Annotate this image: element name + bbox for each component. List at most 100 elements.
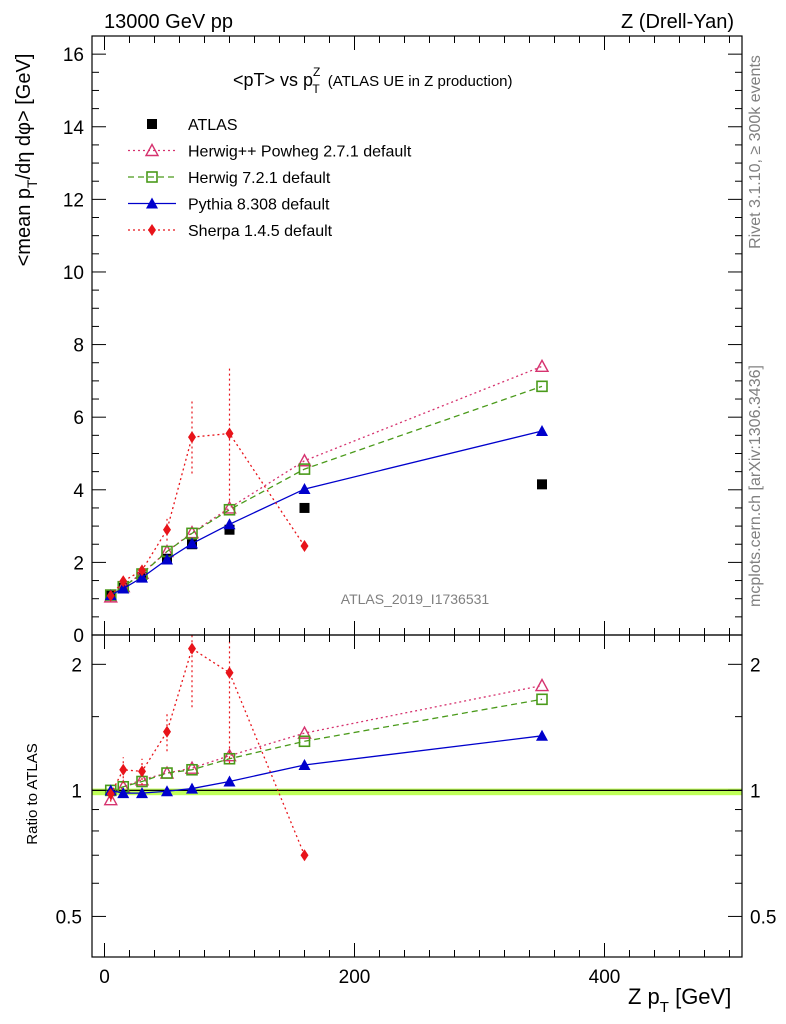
main-point-atlas — [224, 524, 235, 535]
main-point-atlas — [537, 479, 547, 490]
ratio-point-sherpa-1-4-5-default — [138, 765, 146, 778]
ratio-point-sherpa-1-4-5-default — [225, 666, 234, 679]
legend-marker-sherpa-1-4-5-default — [148, 224, 156, 236]
main-ytick-label: 16 — [63, 45, 84, 66]
legend-marker-herwig-7-2-1-default — [146, 171, 158, 183]
header-right: Z (Drell-Yan) — [621, 11, 734, 33]
plot-title-tail: (ATLAS UE in Z production) — [328, 73, 513, 90]
main-point-herwig-7-2-1-default — [223, 503, 236, 516]
ratio-panel — [92, 635, 742, 862]
ratio-point-sherpa-1-4-5-default — [119, 763, 128, 776]
legend-marker-pythia-8-308-default — [146, 197, 158, 209]
main-point-pythia-8-308-default — [186, 537, 198, 549]
main-point-pythia-8-308-default — [223, 518, 236, 530]
main-point-sherpa-1-4-5-default — [138, 564, 146, 577]
x-axis-label: Z pT [GeV] — [628, 984, 731, 1016]
ratio-point-sherpa-1-4-5-default — [163, 725, 171, 738]
main-point-sherpa-1-4-5-default — [163, 523, 171, 536]
main-point-atlas — [299, 502, 310, 513]
main-point-herwig-7-2-1-default — [536, 380, 548, 393]
ratio-point-herwig-7-2-1-default — [298, 735, 311, 748]
legend-label-sherpa-1-4-5-default: Sherpa 1.4.5 default — [188, 223, 333, 240]
main-ytick-label: 4 — [73, 481, 84, 502]
main-line-pythia-8-308-default — [110, 430, 543, 596]
ratio-point-pythia-8-308-default — [536, 729, 548, 741]
ratio-ytick-label-left: 0.5 — [56, 907, 82, 928]
ratio-line-sherpa-1-4-5-default — [110, 647, 306, 856]
plot-title-main: <pT> vs p — [233, 70, 313, 90]
main-point-sherpa-1-4-5-default — [106, 589, 115, 602]
ratio-point-herwig-powheg-2-7-1-default — [534, 678, 550, 692]
main-ytick-label: 2 — [73, 553, 84, 574]
ratio-point-herwig-7-2-1-default — [536, 693, 548, 706]
main-ytick-label: 6 — [73, 408, 84, 429]
ratio-point-herwig-7-2-1-default — [161, 767, 173, 779]
ratio-reference-band — [92, 788, 742, 796]
main-ytick-label: 0 — [73, 626, 84, 647]
ratio-point-herwig-powheg-2-7-1-default — [103, 792, 118, 806]
main-ytick-label: 12 — [63, 190, 84, 211]
ratio-line-herwig-powheg-2-7-1-default — [110, 684, 543, 801]
analysis-watermark: ATLAS_2019_I1736531 — [341, 591, 490, 607]
ratio-ytick-label-right: 2 — [750, 655, 761, 676]
legend-label-pythia-8-308-default: Pythia 8.308 default — [188, 197, 330, 214]
rivet-label: Rivet 3.1.10, ≥ 300k events — [747, 55, 764, 249]
ratio-point-herwig-powheg-2-7-1-default — [297, 725, 312, 739]
main-point-pythia-8-308-default — [298, 483, 311, 495]
main-line-herwig-7-2-1-default — [110, 385, 543, 596]
main-point-pythia-8-308-default — [117, 582, 130, 594]
ratio-line-pythia-8-308-default — [110, 735, 543, 794]
ratio-point-herwig-powheg-2-7-1-default — [184, 760, 200, 774]
ratio-ylabel: Ratio to ATLAS — [24, 743, 41, 844]
main-point-sherpa-1-4-5-default — [300, 540, 309, 553]
main-panel — [103, 358, 550, 603]
main-point-herwig-powheg-2-7-1-default — [297, 453, 312, 467]
ratio-point-pythia-8-308-default — [186, 782, 198, 794]
xtick-label: 200 — [339, 967, 371, 988]
plot-title: <pT> vs pZ T (ATLAS UE in Z production) — [233, 65, 513, 96]
ratio-point-herwig-7-2-1-default — [186, 763, 198, 776]
main-ytick-label: 14 — [63, 118, 85, 139]
xtick-label: 400 — [589, 967, 621, 988]
main-point-sherpa-1-4-5-default — [119, 575, 128, 588]
ratio-point-pythia-8-308-default — [117, 787, 130, 799]
ratio-ytick-label-right: 1 — [750, 781, 761, 802]
legend-label-herwig-powheg-2-7-1-default: Herwig++ Powheg 2.7.1 default — [188, 144, 412, 161]
ratio-ytick-label-left: 2 — [71, 655, 82, 676]
ratio-ytick-label-left: 1 — [71, 781, 82, 802]
main-line-herwig-powheg-2-7-1-default — [110, 365, 543, 598]
main-ylabel: <mean pT/dη dφ> [GeV] — [13, 54, 40, 267]
main-point-sherpa-1-4-5-default — [188, 431, 196, 444]
ratio-point-herwig-7-2-1-default — [223, 752, 236, 765]
ratio-point-sherpa-1-4-5-default — [300, 849, 309, 862]
ratio-line-herwig-7-2-1-default — [110, 698, 543, 791]
plot-title-sub: T — [312, 82, 320, 96]
legend-marker-atlas — [147, 119, 157, 129]
legend-label-herwig-7-2-1-default: Herwig 7.2.1 default — [188, 170, 331, 187]
ratio-point-sherpa-1-4-5-default — [188, 642, 196, 655]
ratio-point-pythia-8-308-default — [136, 787, 148, 799]
main-ytick-label: 8 — [73, 336, 84, 357]
ratio-point-pythia-8-308-default — [223, 775, 236, 787]
main-point-sherpa-1-4-5-default — [225, 427, 234, 440]
header-left: 13000 GeV pp — [104, 11, 233, 33]
main-point-herwig-7-2-1-default — [298, 463, 311, 475]
main-point-pythia-8-308-default — [136, 571, 148, 583]
ratio-ytick-label-right: 0.5 — [750, 907, 776, 928]
main-point-herwig-powheg-2-7-1-default — [534, 358, 550, 373]
main-point-pythia-8-308-default — [161, 553, 173, 565]
ratio-point-herwig-powheg-2-7-1-default — [222, 748, 237, 762]
ratio-point-pythia-8-308-default — [298, 758, 311, 770]
legend: ATLAS Herwig++ Powheg 2.7.1 default Herwig… — [128, 117, 412, 240]
main-ytick-label: 10 — [63, 263, 84, 284]
main-point-pythia-8-308-default — [536, 424, 548, 436]
mcplots-label: mcplots.cern.ch [arXiv:1306.3436] — [747, 365, 764, 607]
ratio-frame — [91, 634, 743, 958]
legend-marker-herwig-powheg-2-7-1-default — [144, 143, 160, 157]
ratio-point-sherpa-1-4-5-default — [106, 788, 115, 801]
legend-label-atlas: ATLAS — [188, 117, 238, 134]
xtick-label: 0 — [99, 967, 110, 988]
plot-title-sup: Z — [313, 65, 320, 79]
